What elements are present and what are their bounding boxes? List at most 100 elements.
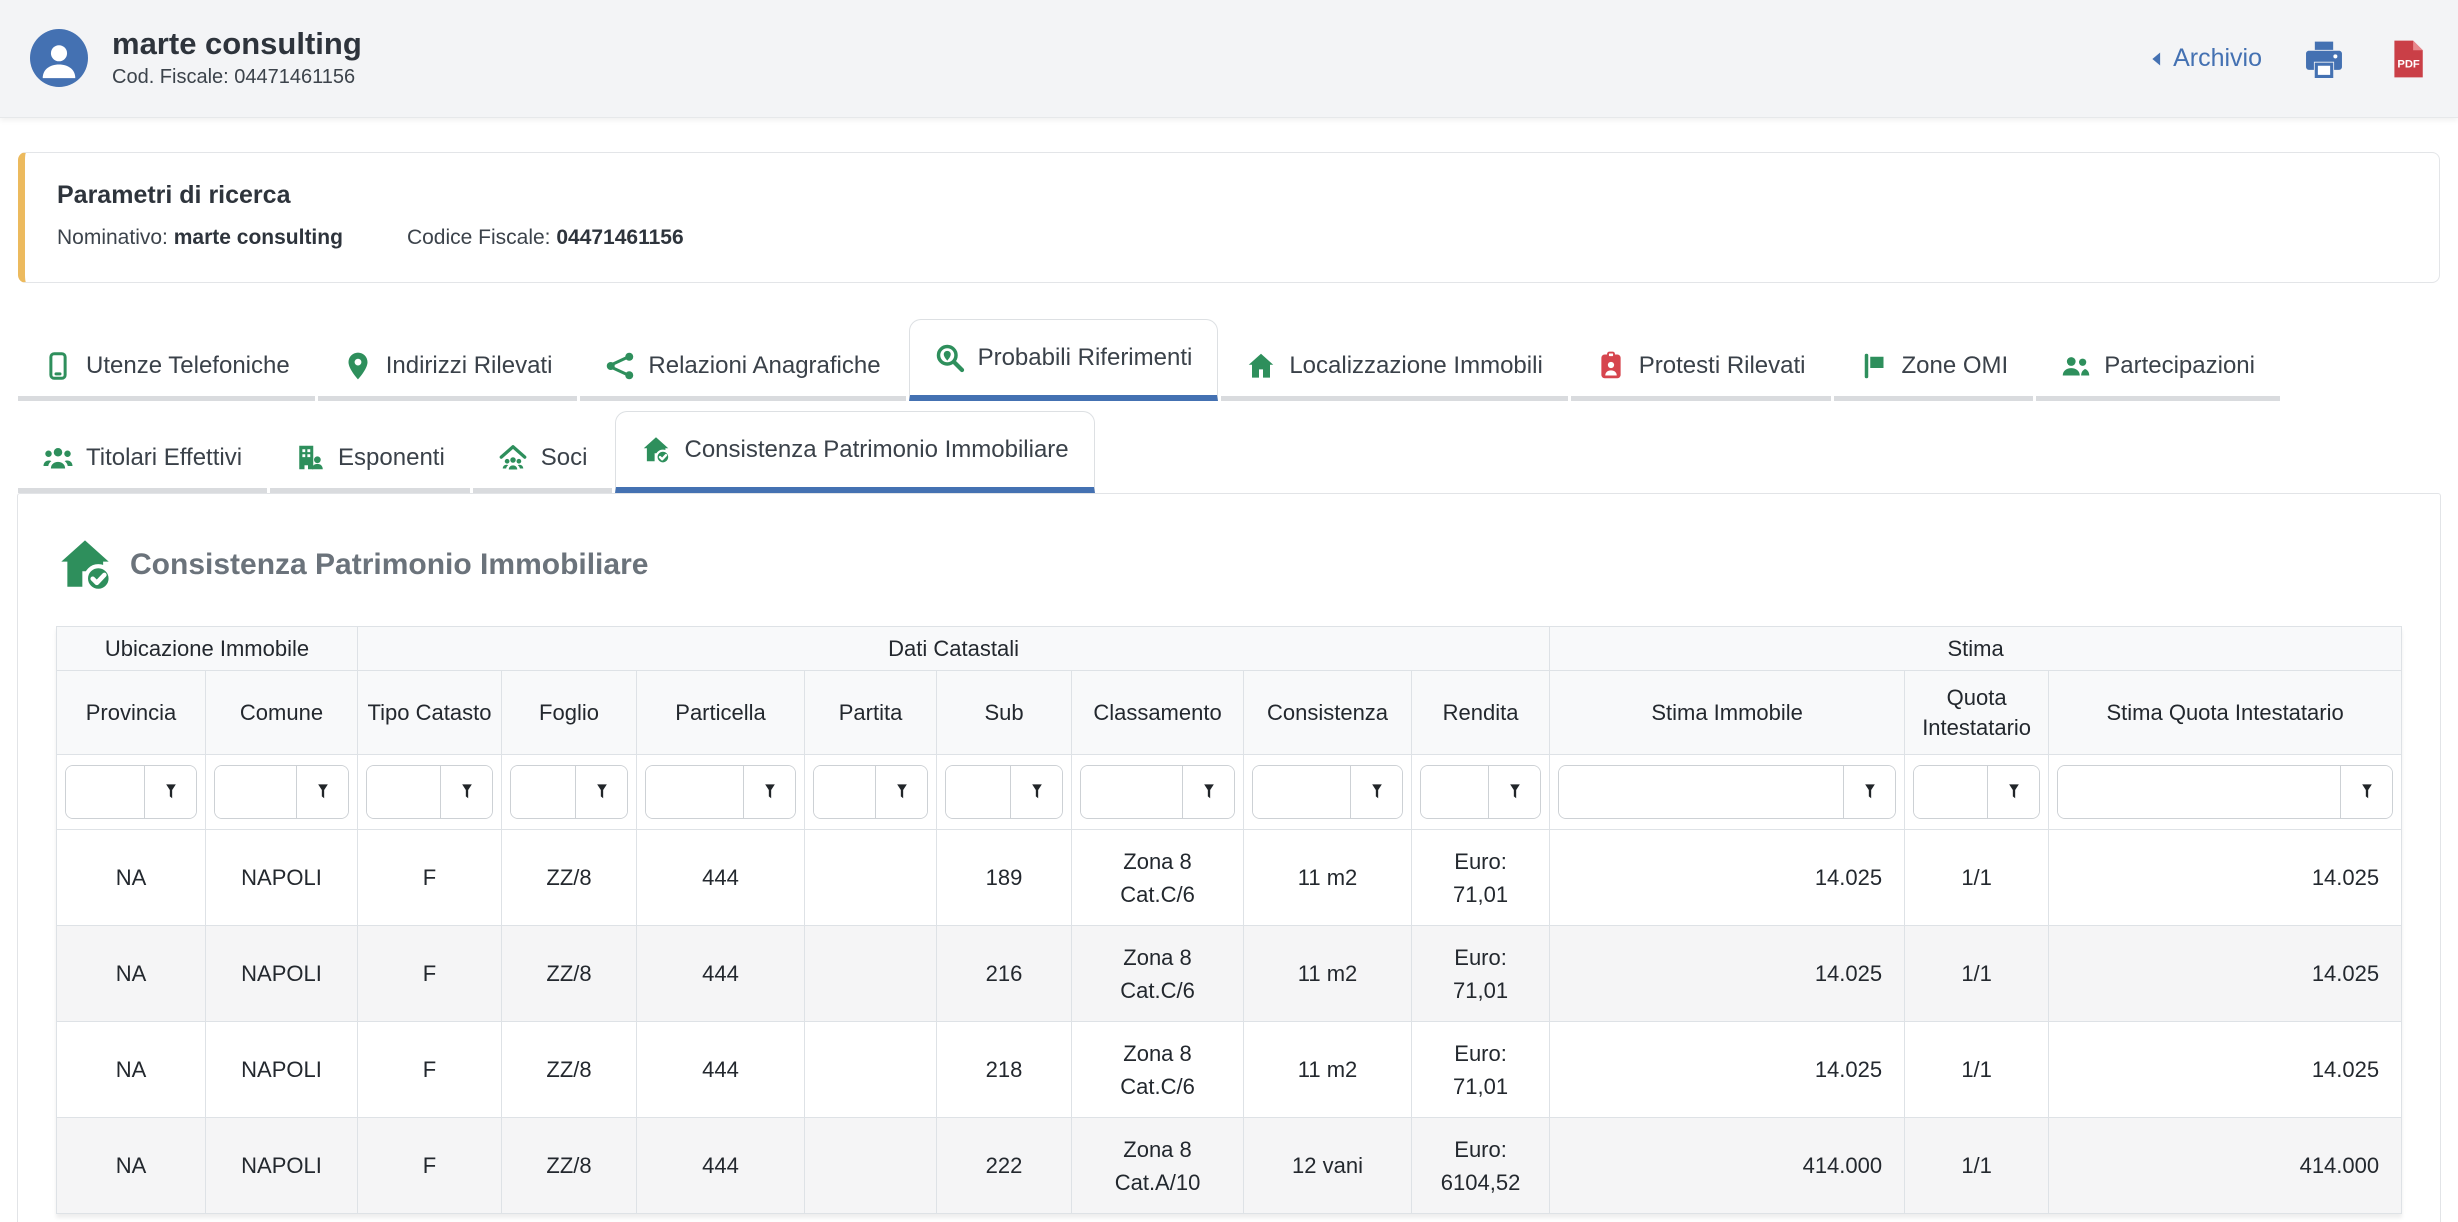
cell-quota-intestatario: 1/1 [1905, 926, 2049, 1022]
table-row: NANAPOLIFZZ/8444218Zona 8 Cat.C/611 m2Eu… [57, 1022, 2402, 1118]
filter-button-partita[interactable] [875, 766, 927, 818]
filter-input-rendita[interactable] [1421, 766, 1488, 818]
cell-tipo-catasto: F [358, 1118, 502, 1214]
tab-probabili-riferimenti[interactable]: Probabili Riferimenti [909, 319, 1219, 401]
group-header-dati-catastali: Dati Catastali [358, 627, 1550, 671]
cell-sub: 189 [937, 830, 1072, 926]
filter-input-tipo-catasto[interactable] [367, 766, 440, 818]
building-user-icon [295, 443, 325, 473]
tab-esponenti[interactable]: Esponenti [270, 427, 470, 493]
print-button[interactable] [2302, 37, 2346, 81]
person-icon [36, 36, 82, 87]
table-header-row: ProvinciaComuneTipo CatastoFoglioPartice… [57, 671, 2402, 755]
filter-button-stima-immobile[interactable] [1843, 766, 1895, 818]
tab-relazioni-anagrafiche[interactable]: Relazioni Anagrafiche [580, 335, 905, 401]
filter-input-classamento[interactable] [1081, 766, 1182, 818]
tab-indirizzi-rilevati[interactable]: Indirizzi Rilevati [318, 335, 578, 401]
filter-input-partita[interactable] [814, 766, 875, 818]
filter-button-foglio[interactable] [575, 766, 627, 818]
tab-soci[interactable]: Soci [473, 427, 613, 493]
filter-input-stima-immobile[interactable] [1559, 766, 1843, 818]
house-check-icon [56, 536, 114, 594]
cell-stima-immobile: 14.025 [1550, 830, 1905, 926]
filter-input-quota-intestatario[interactable] [1914, 766, 1987, 818]
filter-cell-consistenza [1244, 755, 1412, 830]
tab-label: Zone OMI [1902, 352, 2009, 380]
map-marker-icon [343, 351, 373, 381]
filter-group-quota-intestatario [1913, 765, 2040, 819]
filter-button-comune[interactable] [296, 766, 348, 818]
cell-rendita: Euro: 71,01 [1412, 830, 1550, 926]
filter-cell-sub [937, 755, 1072, 830]
cell-consistenza: 11 m2 [1244, 926, 1412, 1022]
cell-stima-immobile: 414.000 [1550, 1118, 1905, 1214]
filter-button-stima-quota-intestatario[interactable] [2340, 766, 2392, 818]
cell-stima-quota-intestatario: 14.025 [2049, 1022, 2402, 1118]
filter-cell-stima-immobile [1550, 755, 1905, 830]
filter-group-consistenza [1252, 765, 1403, 819]
cell-partita [805, 1118, 937, 1214]
cell-provincia: NA [57, 830, 206, 926]
tab-utenze-telefoniche[interactable]: Utenze Telefoniche [18, 335, 315, 401]
filter-input-comune[interactable] [215, 766, 296, 818]
tab-consistenza-patrimonio-immobiliare[interactable]: Consistenza Patrimonio Immobiliare [615, 411, 1094, 493]
filter-cell-partita [805, 755, 937, 830]
filter-input-particella[interactable] [646, 766, 743, 818]
section-title: Consistenza Patrimonio Immobiliare [130, 548, 648, 582]
table-filter-row [57, 755, 2402, 830]
filter-cell-rendita [1412, 755, 1550, 830]
filter-input-stima-quota-intestatario[interactable] [2058, 766, 2340, 818]
printer-icon [2302, 37, 2346, 81]
id-badge-icon [1596, 351, 1626, 381]
cell-provincia: NA [57, 1022, 206, 1118]
filter-button-particella[interactable] [743, 766, 795, 818]
network-icon [605, 351, 635, 381]
filter-button-consistenza[interactable] [1350, 766, 1402, 818]
tab-protesti-rilevati[interactable]: Protesti Rilevati [1571, 335, 1831, 401]
tab-label: Utenze Telefoniche [86, 352, 290, 380]
filter-button-quota-intestatario[interactable] [1987, 766, 2039, 818]
house-users-icon [498, 443, 528, 473]
tab-zone-omi[interactable]: Zone OMI [1834, 335, 2034, 401]
filter-button-rendita[interactable] [1488, 766, 1540, 818]
cell-tipo-catasto: F [358, 830, 502, 926]
tab-titolari-effettivi[interactable]: Titolari Effettivi [18, 427, 267, 493]
filter-input-provincia[interactable] [66, 766, 144, 818]
cell-stima-quota-intestatario: 14.025 [2049, 926, 2402, 1022]
tab-row-2: Titolari Effettivi Esponenti SociConsisten… [18, 411, 2440, 493]
section-header: Consistenza Patrimonio Immobiliare [56, 536, 2402, 594]
filter-button-provincia[interactable] [144, 766, 196, 818]
param-label: Nominativo: [57, 226, 168, 249]
caret-left-icon [2147, 49, 2167, 69]
cell-provincia: NA [57, 1118, 206, 1214]
filter-input-foglio[interactable] [511, 766, 575, 818]
table-row: NANAPOLIFZZ/8444189Zona 8 Cat.C/611 m2Eu… [57, 830, 2402, 926]
tab-partecipazioni[interactable]: Partecipazioni [2036, 335, 2280, 401]
filter-button-tipo-catasto[interactable] [440, 766, 492, 818]
funnel-icon [161, 782, 181, 802]
table-row: NANAPOLIFZZ/8444216Zona 8 Cat.C/611 m2Eu… [57, 926, 2402, 1022]
avatar [30, 29, 88, 87]
cell-partita [805, 926, 937, 1022]
header-titles: marte consulting Cod. Fiscale: 044714611… [112, 28, 362, 90]
archive-link[interactable]: Archivio [2147, 44, 2262, 73]
pdf-file-icon: PDF [2386, 36, 2428, 82]
cell-provincia: NA [57, 926, 206, 1022]
cell-partita [805, 830, 937, 926]
filter-group-foglio [510, 765, 628, 819]
filter-button-classamento[interactable] [1182, 766, 1234, 818]
funnel-icon [760, 782, 780, 802]
tab-localizzazione-immobili[interactable]: Localizzazione Immobili [1221, 335, 1567, 401]
filter-input-sub[interactable] [946, 766, 1010, 818]
filter-cell-tipo-catasto [358, 755, 502, 830]
filter-button-sub[interactable] [1010, 766, 1062, 818]
filter-input-consistenza[interactable] [1253, 766, 1350, 818]
tab-label: Titolari Effettivi [86, 444, 242, 472]
tab-row-1: Utenze Telefoniche Indirizzi RilevatiRela… [18, 319, 2440, 401]
column-header-tipo-catasto: Tipo Catasto [358, 671, 502, 755]
filter-group-stima-immobile [1558, 765, 1896, 819]
export-pdf-button[interactable]: PDF [2386, 36, 2428, 82]
column-header-rendita: Rendita [1412, 671, 1550, 755]
table-group-header-row: Ubicazione ImmobileDati CatastaliStima [57, 627, 2402, 671]
tab-label: Esponenti [338, 444, 445, 472]
